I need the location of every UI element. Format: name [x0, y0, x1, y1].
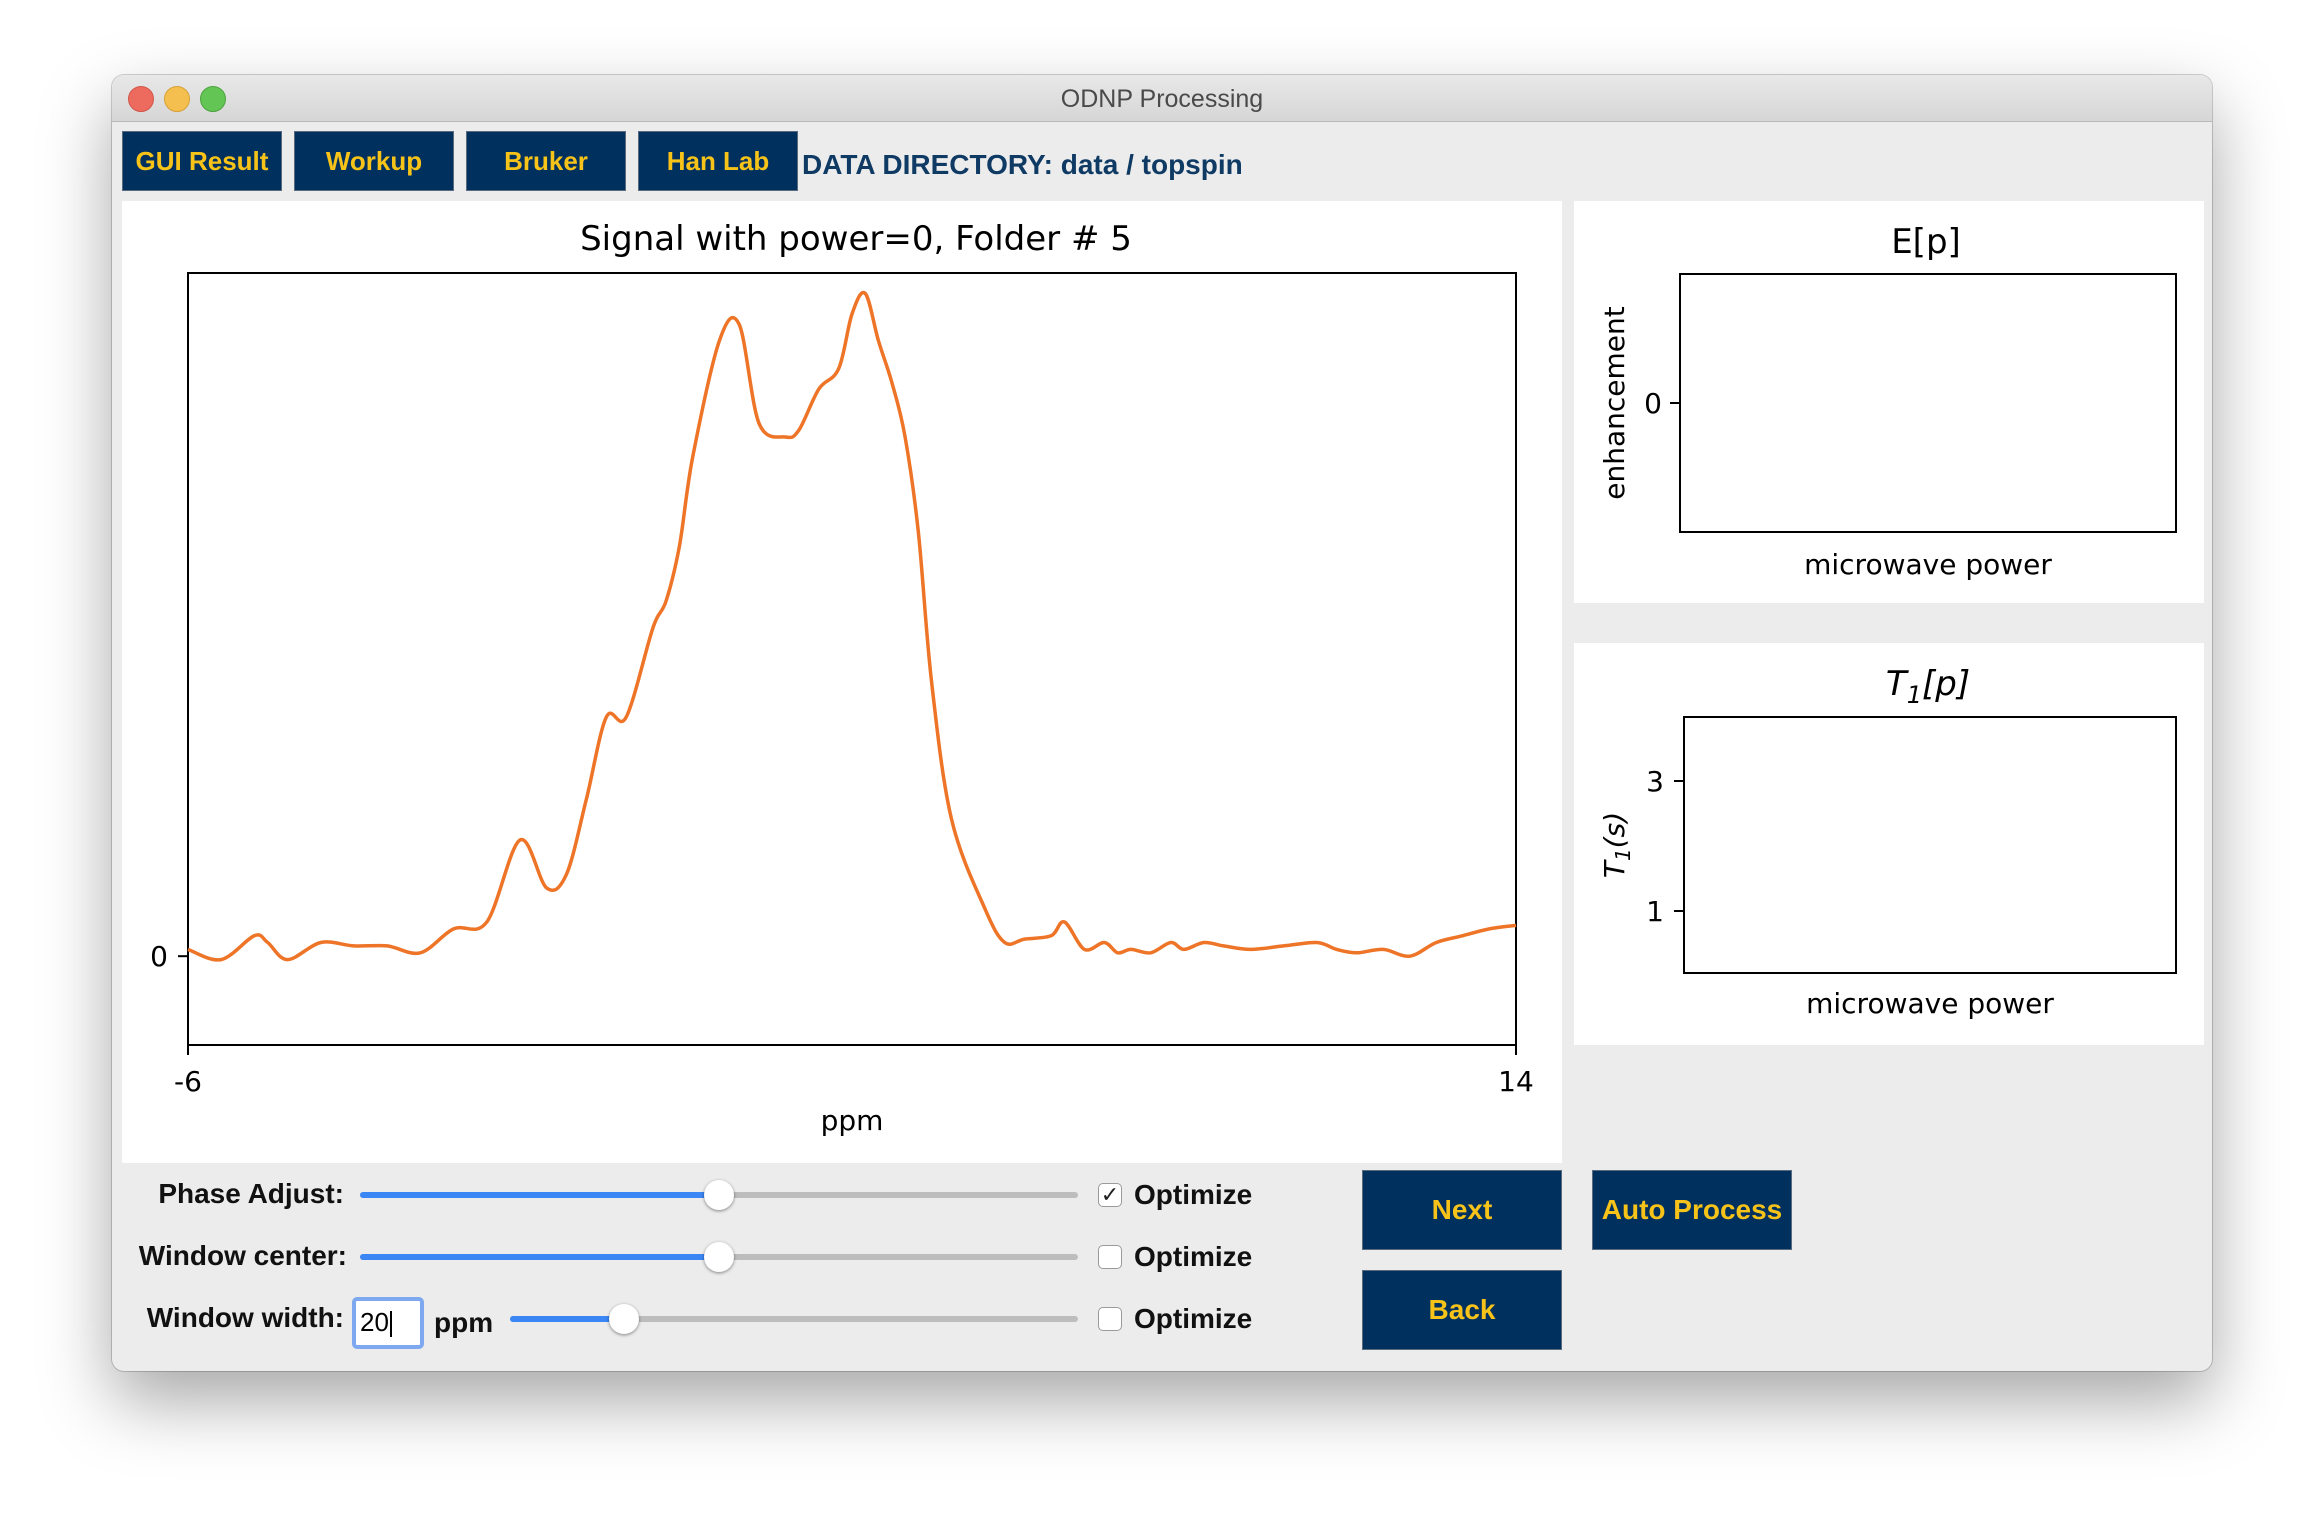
t1-y-tick-label-1: 1	[1646, 895, 1664, 928]
t1-plot-panel: T1[p] 3 1 T1(s) microwave power	[1574, 643, 2204, 1045]
width-optimize-checkbox[interactable]	[1098, 1307, 1122, 1331]
center-optimize-label: Optimize	[1134, 1241, 1253, 1272]
x-tick-label-max: 14	[1498, 1065, 1534, 1098]
text-caret	[389, 1311, 392, 1338]
bruker-button[interactable]: Bruker	[466, 131, 626, 191]
window-width-input-value: 20	[360, 1307, 389, 1337]
maximize-window-button[interactable]	[200, 86, 226, 112]
enhancement-plot-panel: E[p] 0 enhancement microwave power	[1574, 201, 2204, 603]
x-tick-label-min: -6	[174, 1065, 202, 1098]
width-optimize-row: Optimize	[1098, 1303, 1252, 1335]
auto-process-button[interactable]: Auto Process	[1592, 1170, 1792, 1250]
signal-chart: Signal with power=0, Folder # 5 -6 14 0 …	[150, 219, 1534, 1137]
t1-ylabel: T1(s)	[1598, 812, 1635, 878]
han-lab-button[interactable]: Han Lab	[638, 131, 798, 191]
data-directory-label: DATA DIRECTORY: data / topspin	[802, 149, 1243, 180]
center-optimize-checkbox[interactable]	[1098, 1245, 1122, 1269]
window-width-slider[interactable]	[510, 1304, 1078, 1334]
signal-trace-line	[187, 290, 1517, 962]
t1-chart: T1[p] 3 1 T1(s) microwave power	[1598, 664, 2177, 1020]
window-width-input[interactable]: 20	[352, 1297, 424, 1349]
enhancement-chart: E[p] 0 enhancement microwave power	[1598, 222, 2177, 581]
window-width-unit: ppm	[434, 1307, 494, 1338]
back-button[interactable]: Back	[1362, 1270, 1562, 1350]
ep-ylabel: enhancement	[1598, 306, 1631, 499]
phase-adjust-label: Phase Adjust:	[158, 1178, 344, 1209]
main-plot-panel: Signal with power=0, Folder # 5 -6 14 0 …	[122, 201, 1562, 1163]
gui-result-button[interactable]: GUI Result	[122, 131, 282, 191]
workup-button[interactable]: Workup	[294, 131, 454, 191]
window-title: ODNP Processing	[1060, 85, 1264, 113]
phase-optimize-label: Optimize	[1134, 1179, 1253, 1210]
main-plot-xlabel: ppm	[821, 1104, 884, 1137]
ep-y-tick-label: 0	[1644, 387, 1662, 420]
phase-optimize-row: ✓ Optimize	[1098, 1179, 1252, 1211]
window-width-slider-knob[interactable]	[608, 1304, 639, 1334]
app-window: ODNP Processing GUI Result Workup Bruker…	[112, 75, 2212, 1371]
width-optimize-label: Optimize	[1134, 1303, 1253, 1334]
window-width-label: Window width:	[146, 1302, 344, 1333]
y-tick-label-zero: 0	[150, 940, 168, 973]
main-plot-frame	[187, 272, 1517, 1046]
main-plot-title: Signal with power=0, Folder # 5	[580, 219, 1132, 259]
window-center-label: Window center:	[138, 1240, 347, 1271]
ep-plot-frame	[1679, 273, 2177, 533]
phase-adjust-slider[interactable]	[360, 1180, 1078, 1210]
title-bar: ODNP Processing	[112, 75, 2212, 122]
ep-xlabel: microwave power	[1804, 548, 2052, 581]
t1-plot-frame	[1683, 716, 2177, 974]
ep-plot-title: E[p]	[1891, 222, 1961, 262]
next-button[interactable]: Next	[1362, 1170, 1562, 1250]
t1-plot-title: T1[p]	[1886, 664, 1970, 709]
close-window-button[interactable]	[128, 86, 154, 112]
phase-adjust-slider-knob[interactable]	[704, 1180, 734, 1210]
minimize-window-button[interactable]	[164, 86, 190, 112]
phase-optimize-checkbox[interactable]: ✓	[1098, 1183, 1122, 1207]
t1-xlabel: microwave power	[1806, 987, 2054, 1020]
window-center-slider[interactable]	[360, 1242, 1078, 1272]
window-center-slider-knob[interactable]	[704, 1242, 734, 1272]
t1-y-tick-label-3: 3	[1646, 765, 1664, 798]
center-optimize-row: Optimize	[1098, 1241, 1252, 1273]
